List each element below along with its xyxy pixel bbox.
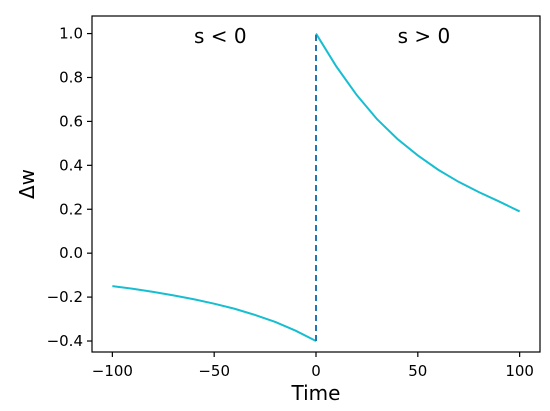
x-tick-label: 100 [505,362,534,380]
y-tick-label: 0.2 [59,200,83,218]
annotation-s-positive: s > 0 [398,24,451,48]
y-tick-label: 0.6 [59,112,83,130]
y-tick-label: −0.4 [47,332,83,350]
plot-frame [91,15,541,353]
series-line-0 [112,285,317,342]
x-tick-label: 0 [311,362,321,380]
y-tick-label: −0.2 [47,288,83,306]
x-axis-label: Time [291,381,341,405]
y-tick-label: 0.4 [59,156,83,174]
y-axis-label: Δw [15,169,39,199]
series-layer [112,33,521,342]
y-tick-label: 1.0 [59,25,83,43]
y-tick-label: 0.8 [59,68,83,86]
x-tick-label: −100 [92,362,133,380]
annotation-layer: s < 0 s > 0 [194,24,450,48]
annotation-s-negative: s < 0 [194,24,247,48]
x-tick-label: 50 [408,362,427,380]
series-line-1 [315,33,521,213]
y-tick-label: 0.0 [59,244,83,262]
x-tick-label: −50 [198,362,230,380]
tick-layer: −100 −50 0 50 100 −0.4 −0.2 0.0 0.2 0.4 0.6 0.8 1.0 [47,25,534,380]
